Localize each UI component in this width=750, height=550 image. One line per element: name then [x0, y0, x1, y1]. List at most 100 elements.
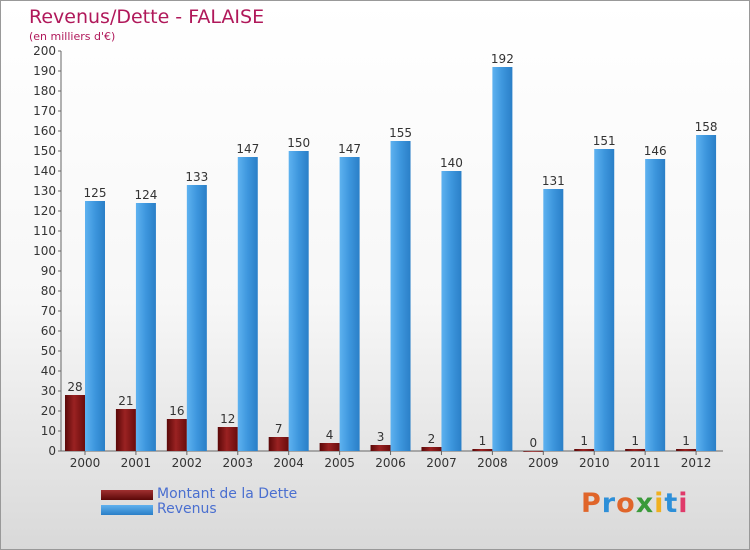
data-label-revenue: 192 — [491, 52, 514, 66]
data-label-debt: 21 — [118, 394, 133, 408]
data-label-revenue: 150 — [287, 136, 310, 150]
bar-revenue — [441, 171, 462, 451]
x-tick-label: 2006 — [375, 456, 406, 470]
y-tick-label: 30 — [41, 384, 56, 398]
x-tick-label: 2004 — [273, 456, 304, 470]
data-label-revenue: 147 — [338, 142, 361, 156]
x-tick-label: 2011 — [630, 456, 661, 470]
logo-letter: P — [581, 488, 602, 519]
x-tick-label: 2002 — [172, 456, 203, 470]
y-tick-label: 110 — [33, 224, 56, 238]
bar-debt — [166, 419, 187, 451]
y-tick-label: 190 — [33, 64, 56, 78]
y-tick-label: 120 — [33, 204, 56, 218]
y-tick-label: 100 — [33, 244, 56, 258]
bar-debt — [676, 449, 697, 451]
bar-revenue — [339, 157, 360, 451]
bar-debt — [472, 449, 493, 451]
data-label-debt: 16 — [169, 404, 184, 418]
bar-revenue — [186, 185, 207, 451]
legend-label-revenue: Revenus — [157, 501, 217, 517]
x-tick-label: 2009 — [528, 456, 559, 470]
bar-revenue — [85, 201, 105, 451]
x-tick-label: 2003 — [222, 456, 253, 470]
bar-debt — [65, 395, 85, 451]
y-tick-label: 10 — [41, 424, 56, 438]
data-label-revenue: 151 — [593, 134, 616, 148]
bar-revenue — [645, 159, 666, 451]
data-label-debt: 0 — [529, 436, 537, 450]
x-tick-label: 2012 — [681, 456, 712, 470]
bar-revenue — [594, 149, 615, 451]
x-tick-label: 2008 — [477, 456, 508, 470]
data-label-revenue: 125 — [84, 186, 107, 200]
bar-debt — [625, 449, 646, 451]
data-label-revenue: 124 — [134, 188, 157, 202]
logo-letter: x — [635, 488, 655, 519]
bar-revenue — [135, 203, 156, 451]
data-label-debt: 2 — [428, 432, 436, 446]
y-tick-label: 20 — [41, 404, 56, 418]
y-tick-label: 170 — [33, 104, 56, 118]
bar-debt — [115, 409, 136, 451]
y-tick-label: 80 — [41, 284, 56, 298]
data-label-debt: 12 — [220, 412, 235, 426]
logo-letter: r — [601, 488, 617, 519]
x-tick-label: 2000 — [70, 456, 101, 470]
y-tick-label: 150 — [33, 144, 56, 158]
data-label-debt: 1 — [479, 434, 487, 448]
y-tick-label: 160 — [33, 124, 56, 138]
data-label-debt: 3 — [377, 430, 385, 444]
data-label-debt: 1 — [631, 434, 639, 448]
logo-letter: o — [616, 488, 636, 519]
y-tick-label: 50 — [41, 344, 56, 358]
y-tick-label: 180 — [33, 84, 56, 98]
bar-debt — [421, 447, 442, 451]
bar-debt — [574, 449, 595, 451]
legend-swatch-debt — [101, 490, 153, 500]
bar-debt — [217, 427, 238, 451]
data-label-revenue: 147 — [236, 142, 259, 156]
data-label-debt: 1 — [682, 434, 690, 448]
y-tick-label: 200 — [33, 44, 56, 58]
bar-revenue — [696, 135, 717, 451]
y-tick-label: 70 — [41, 304, 56, 318]
logo-letter: i — [678, 488, 689, 519]
bar-revenue — [237, 157, 258, 451]
bar-debt — [523, 451, 544, 452]
data-label-revenue: 158 — [695, 120, 718, 134]
data-label-revenue: 146 — [644, 144, 667, 158]
data-label-debt: 1 — [580, 434, 588, 448]
x-tick-label: 2001 — [121, 456, 152, 470]
data-label-debt: 28 — [67, 380, 82, 394]
chart-title: Revenus/Dette - FALAISE — [29, 6, 265, 28]
bar-debt — [370, 445, 391, 451]
x-tick-label: 2007 — [426, 456, 457, 470]
bar-revenue — [288, 151, 309, 451]
data-label-debt: 7 — [275, 422, 283, 436]
x-tick-label: 2010 — [579, 456, 610, 470]
proxiti-logo: Proxiti — [581, 488, 689, 519]
legend-label-debt: Montant de la Dette — [157, 486, 298, 502]
data-label-debt: 4 — [326, 428, 334, 442]
y-tick-label: 90 — [41, 264, 56, 278]
data-label-revenue: 155 — [389, 126, 412, 140]
bar-revenue — [390, 141, 411, 451]
y-tick-label: 60 — [41, 324, 56, 338]
y-tick-label: 130 — [33, 184, 56, 198]
x-tick-label: 2005 — [324, 456, 355, 470]
logo-letter: t — [664, 488, 679, 519]
y-tick-label: 40 — [41, 364, 56, 378]
bar-revenue — [543, 189, 564, 451]
logo-letter: i — [654, 488, 665, 519]
data-label-revenue: 131 — [542, 174, 565, 188]
bar-debt — [268, 437, 289, 451]
y-tick-label: 0 — [48, 444, 56, 458]
data-label-revenue: 140 — [440, 156, 463, 170]
y-tick-label: 140 — [33, 164, 56, 178]
legend-swatch-revenue — [101, 505, 153, 515]
bar-debt — [319, 443, 340, 451]
chart-subtitle: (en milliers d'€) — [29, 30, 116, 43]
